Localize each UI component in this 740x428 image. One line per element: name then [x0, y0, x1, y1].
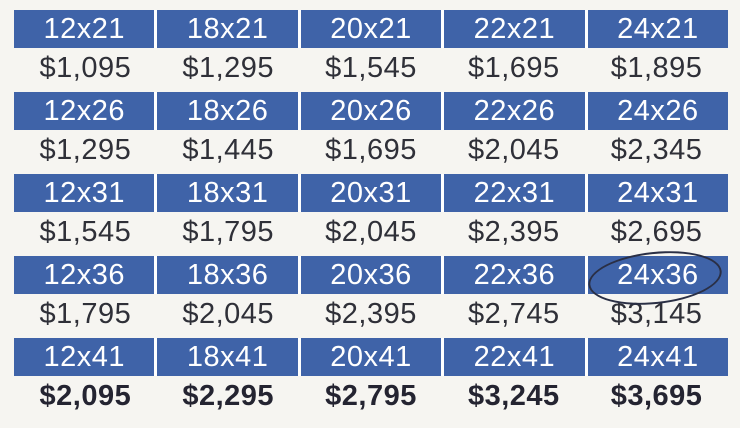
price-cell: $2,795 [325, 379, 417, 412]
price-cell: $3,695 [610, 379, 703, 412]
price-cell: $1,095 [39, 51, 132, 84]
size-cell: 18x36 [157, 256, 298, 294]
price-cell: $1,295 [39, 133, 132, 166]
size-cell: 12x26 [14, 92, 155, 130]
price-cell: $2,745 [467, 297, 560, 330]
price-cell: $2,395 [467, 215, 560, 248]
price-cell: $1,295 [182, 51, 275, 84]
size-cell: 12x36 [14, 256, 155, 294]
price-cell: $1,795 [39, 297, 132, 330]
row-group-21: 12x21 18x21 20x21 22x21 24x21 $1,095 $1,… [14, 10, 729, 88]
price-row: $1,095 $1,295 $1,545 $1,695 $1,895 [14, 48, 728, 88]
row-group-26: 12x26 18x26 20x26 22x26 24x26 $1,295 $1,… [14, 92, 729, 170]
size-cell: 20x36 [300, 256, 442, 294]
price-cell: $1,545 [39, 215, 132, 248]
size-cell: 24x21 [587, 10, 729, 48]
price-cell: $2,045 [182, 297, 275, 330]
size-cell: 24x36 [587, 256, 729, 294]
price-cell: $2,345 [610, 133, 703, 166]
row-group-31: 12x31 18x31 20x31 22x31 24x31 $1,545 $1,… [14, 174, 729, 252]
size-cell: 12x31 [14, 174, 155, 212]
price-cell: $1,895 [610, 51, 703, 84]
size-row: 12x36 18x36 20x36 22x36 24x36 [14, 256, 729, 294]
size-cell: 18x21 [157, 10, 298, 48]
size-cell: 18x31 [157, 174, 298, 212]
price-row: $1,795 $2,045 $2,395 $2,745 $3,145 [14, 294, 728, 334]
price-cell: $3,145 [610, 297, 703, 330]
price-cell: $2,095 [39, 379, 132, 412]
price-cell: $1,445 [182, 133, 275, 166]
size-row: 12x31 18x31 20x31 22x31 24x31 [14, 174, 729, 212]
price-cell: $1,695 [467, 51, 560, 84]
price-cell: $1,545 [325, 51, 417, 84]
row-group-36: 12x36 18x36 20x36 22x36 24x36 $1,795 $2,… [14, 256, 729, 334]
size-cell: 22x31 [444, 174, 585, 212]
size-cell: 18x41 [157, 338, 298, 376]
size-cell: 12x41 [14, 338, 155, 376]
price-row: $2,095 $2,295 $2,795 $3,245 $3,695 [14, 376, 728, 416]
size-cell: 20x21 [300, 10, 442, 48]
price-cell: $2,295 [182, 379, 275, 412]
price-cell: $2,045 [325, 215, 417, 248]
size-cell: 20x31 [300, 174, 442, 212]
size-cell: 24x41 [587, 338, 729, 376]
price-cell: $2,045 [467, 133, 560, 166]
size-cell: 20x26 [300, 92, 442, 130]
size-cell: 24x31 [587, 174, 729, 212]
size-cell: 18x26 [157, 92, 298, 130]
row-group-41: 12x41 18x41 20x41 22x41 24x41 $2,095 $2,… [14, 338, 729, 416]
size-row: 12x26 18x26 20x26 22x26 24x26 [14, 92, 729, 130]
price-cell: $2,695 [610, 215, 703, 248]
price-cell: $1,795 [182, 215, 275, 248]
size-cell: 24x26 [587, 92, 729, 130]
size-cell: 22x26 [444, 92, 585, 130]
size-row: 12x21 18x21 20x21 22x21 24x21 [14, 10, 729, 48]
size-cell: 22x36 [444, 256, 585, 294]
size-cell: 20x41 [300, 338, 442, 376]
size-row: 12x41 18x41 20x41 22x41 24x41 [14, 338, 729, 376]
size-cell: 22x21 [444, 10, 585, 48]
price-row: $1,545 $1,795 $2,045 $2,395 $2,695 [14, 212, 728, 252]
price-row: $1,295 $1,445 $1,695 $2,045 $2,345 [14, 130, 728, 170]
price-grid: 12x21 18x21 20x21 22x21 24x21 $1,095 $1,… [14, 10, 729, 420]
price-cell: $1,695 [325, 133, 417, 166]
price-cell: $2,395 [325, 297, 417, 330]
size-cell: 12x21 [14, 10, 155, 48]
price-cell: $3,245 [467, 379, 560, 412]
size-cell: 22x41 [444, 338, 585, 376]
